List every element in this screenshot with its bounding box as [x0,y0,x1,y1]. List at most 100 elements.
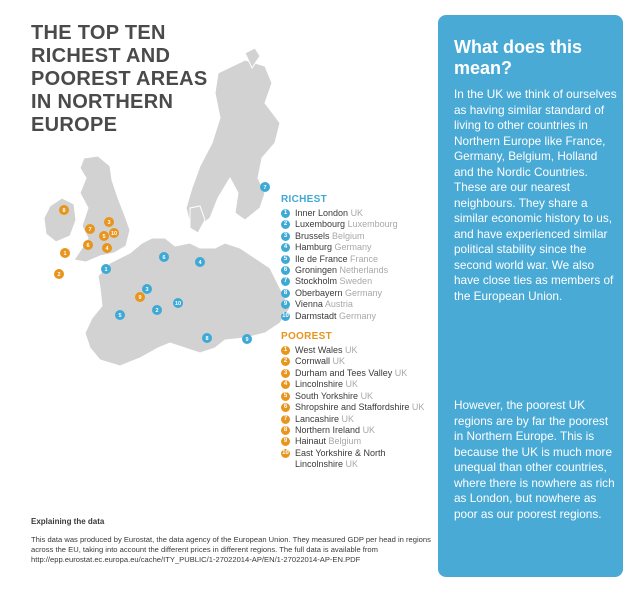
svg-text:1: 1 [104,267,107,273]
list-item: 1 Inner London UK [281,208,431,219]
country-name: UK [341,413,355,424]
legend-number: 1 [281,209,290,218]
map-marker-poor-9: 9 [135,292,145,302]
denmark-landmass [189,205,206,234]
region-name: Hainaut [295,436,327,447]
list-item: 1 West Wales UK [281,345,431,356]
region-name: Hamburg [295,242,333,253]
svg-text:5: 5 [102,234,105,240]
svg-text:2: 2 [155,308,158,314]
region-name: Lancashire [295,413,340,424]
list-item: 2 Cornwall UK [281,356,431,367]
region-name: Groningen [295,265,338,276]
map-marker-poor-1: 1 [60,248,70,258]
legend-number: 1 [281,346,290,356]
svg-text:6: 6 [86,243,89,249]
legend-number: 8 [281,288,290,298]
sidebar-paragraph-1: In the UK we think of ourselves as havin… [454,87,617,303]
europe-map: 1 2 3 4 5 6 7 8 9 10 1 2 3 4 5 6 7 8 9 1… [43,48,290,367]
legend-number: 8 [281,425,290,435]
country-name: UK [360,390,374,401]
country-name: UK [345,345,358,356]
map-marker-rich-3: 3 [142,284,152,294]
region-name: South Yorkshire [295,390,359,401]
map-marker-rich-10: 10 [173,298,183,308]
map-marker-poor-6: 6 [83,240,93,250]
svg-text:8: 8 [62,208,65,214]
region-name: Lincolnshire [295,379,344,390]
svg-text:10: 10 [175,301,181,307]
region-name: Ile de France [295,253,348,264]
legend-number: 6 [281,266,290,276]
scandinavia-landmass [185,59,281,227]
list-item: 10 East Yorkshire & North Lincolnshire UK [281,448,431,471]
legend-number: 5 [281,254,290,264]
map-marker-poor-10: 10 [109,228,119,238]
legend-number: 3 [281,231,290,241]
legend-heading-poorest: POOREST [281,331,332,343]
ireland-landmass [43,197,77,243]
map-marker-poor-4: 4 [102,243,112,253]
great-britain-landmass [73,155,131,263]
country-name: Netherlands [339,265,389,276]
region-name: Stockholm [295,276,338,287]
map-marker-rich-4: 4 [195,257,205,267]
region-name: Shropshire and Staffordshire [295,402,410,413]
richest-list: 1 Inner London UK 2 Luxembourg Luxembourg … [281,208,431,322]
list-item: 4 Lincolnshire UK [281,379,431,390]
svg-text:3: 3 [107,220,110,226]
svg-text:7: 7 [263,185,266,191]
title-line: POOREST AREAS [31,68,208,90]
region-name: Durham and Tees Valley [295,367,393,378]
title-line: RICHEST AND [31,45,171,67]
country-name: France [350,253,379,264]
country-name: UK [332,356,346,367]
region-name: Oberbayern [295,287,343,298]
list-item: 6 Shropshire and Staffordshire UK [281,402,431,413]
country-name: Germany [339,310,377,321]
map-marker-rich-6: 6 [159,252,169,262]
region-name: West Wales [295,345,343,356]
country-name: Germany [334,242,372,253]
country-name: Austria [324,299,353,310]
svg-text:4: 4 [105,246,109,252]
legend-number: 6 [281,403,290,413]
country-name: Germany [345,287,383,298]
legend-number: 9 [281,300,290,310]
title-line: IN NORTHERN [31,91,174,113]
legend-number: 10 [281,311,290,321]
region-name: East Yorkshire & North Lincolnshire [295,447,386,470]
svg-text:7: 7 [88,227,91,233]
list-item: 3 Durham and Tees Valley UK [281,368,431,379]
list-item: 9 Vienna Austria [281,299,431,310]
legend-number: 4 [281,243,290,253]
list-item: 6 Groningen Netherlands [281,265,431,276]
country-name: Belgium [332,230,365,241]
region-name: Northern Ireland [295,424,361,435]
country-name: UK [362,424,376,435]
country-name: Belgium [328,436,362,447]
map-legend: RICHEST 1 Inner London UK 2 Luxembourg Lux… [281,194,431,471]
list-item: 5 Ile de France France [281,254,431,265]
country-name: UK [345,459,359,470]
region-name: Luxembourg [295,219,346,230]
list-item: 3 Brussels Belgium [281,231,431,242]
region-name: Darmstadt [295,310,337,321]
title-line: THE TOP TEN [31,22,166,44]
map-marker-poor-8: 8 [59,205,69,215]
sidebar-box: What does this mean? In the UK we think … [438,15,623,577]
list-item: 9 Hainaut Belgium [281,436,431,447]
svg-text:6: 6 [162,255,165,261]
sidebar-paragraph-2: However, the poorest UK regions are by f… [454,398,615,521]
page-title: THE TOP TEN RICHEST AND POOREST AREAS IN… [31,22,231,137]
continent-landmass [84,237,290,367]
explanation-body: This data was produced by Eurostat, the … [31,535,431,564]
country-name: Luxembourg [347,219,398,230]
map-marker-poor-7: 7 [85,224,95,234]
list-item: 4 Hamburg Germany [281,242,431,253]
list-item: 8 Oberbayern Germany [281,288,431,299]
legend-heading-richest: RICHEST [281,194,327,205]
svg-text:8: 8 [205,336,208,342]
country-name: UK [350,208,364,218]
map-marker-poor-3: 3 [104,217,114,227]
